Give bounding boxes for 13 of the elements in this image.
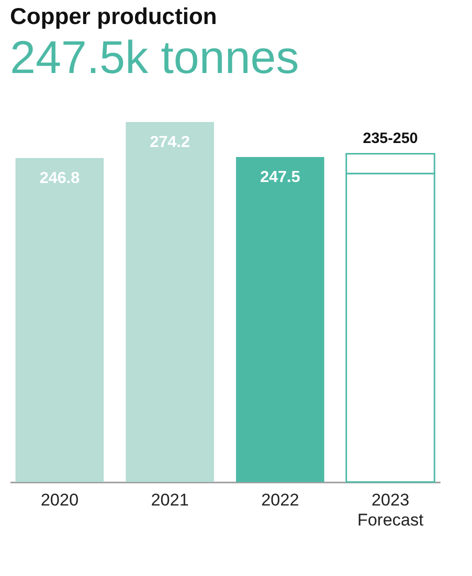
x-tick-label: 2021 xyxy=(150,490,189,510)
chart-title: Copper production xyxy=(10,3,217,29)
chart-subtitle: 247.5k tonnes xyxy=(10,31,300,83)
data-label: 274.2 xyxy=(150,134,190,151)
bar xyxy=(126,122,214,482)
data-label: 246.8 xyxy=(40,170,80,187)
x-tick-label: 2020 xyxy=(40,490,79,510)
bar xyxy=(236,157,324,482)
x-tick-label: 2023 Forecast xyxy=(357,490,424,530)
bar xyxy=(16,158,104,482)
data-label: 235-250 xyxy=(362,130,418,147)
x-tick-label: 2022 xyxy=(261,490,300,510)
data-label: 247.5 xyxy=(260,169,300,186)
